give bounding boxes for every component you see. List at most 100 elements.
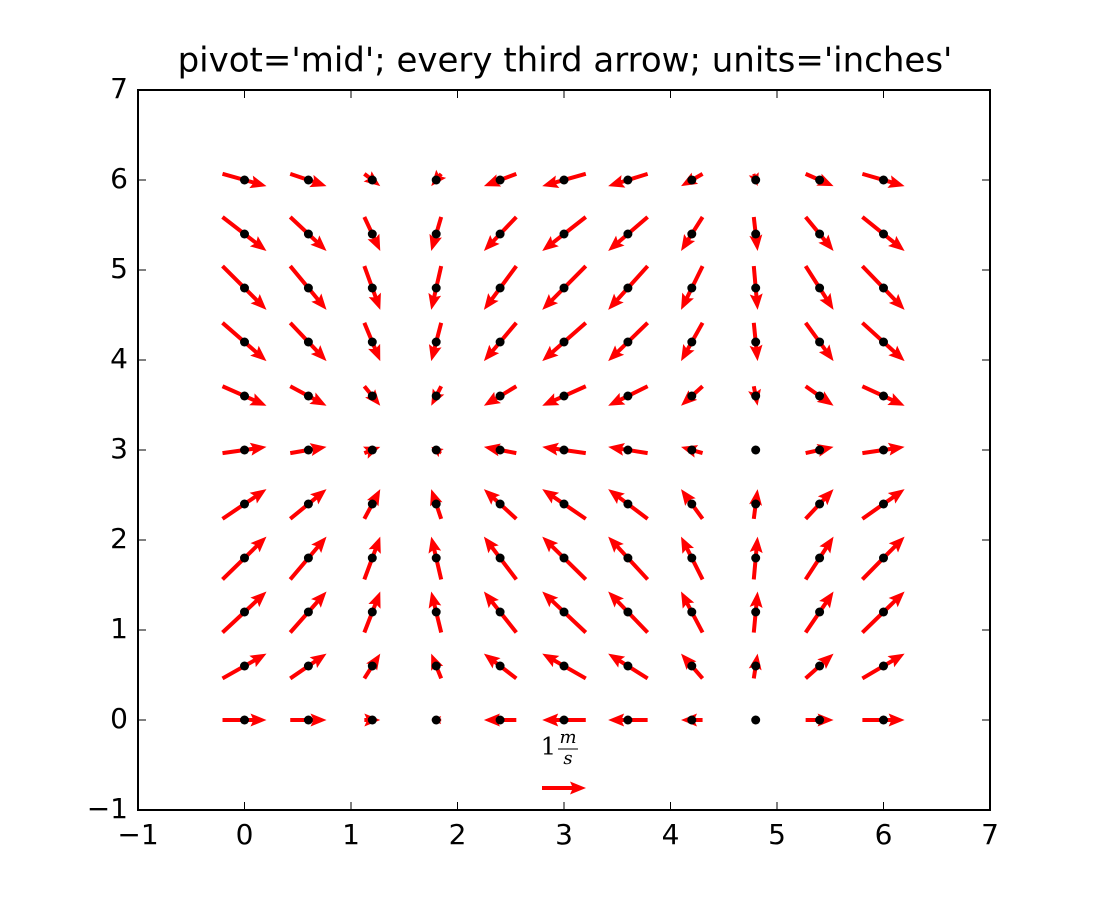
grid-point bbox=[815, 661, 825, 671]
grid-point bbox=[431, 553, 441, 563]
x-tick-label: 0 bbox=[236, 818, 254, 851]
grid-point bbox=[303, 391, 313, 401]
grid-point bbox=[431, 229, 441, 239]
grid-point bbox=[240, 445, 249, 455]
y-tick-label: 4 bbox=[110, 342, 128, 375]
grid-point bbox=[495, 337, 505, 347]
grid-point bbox=[367, 391, 377, 401]
grid-point bbox=[751, 283, 761, 293]
x-tick-label: 6 bbox=[875, 818, 893, 851]
grid-point bbox=[623, 337, 633, 347]
grid-point bbox=[303, 553, 313, 563]
grid-point bbox=[495, 229, 505, 239]
grid-point bbox=[559, 553, 569, 563]
grid-point bbox=[751, 499, 761, 509]
grid-point bbox=[815, 553, 825, 563]
grid-point bbox=[751, 661, 761, 671]
grid-point bbox=[240, 175, 249, 185]
grid-point bbox=[431, 499, 441, 509]
grid-point bbox=[559, 607, 569, 617]
grid-point bbox=[687, 445, 697, 455]
grid-point bbox=[240, 391, 249, 401]
grid-point bbox=[751, 337, 761, 347]
x-tick-label: 1 bbox=[342, 818, 360, 851]
grid-point bbox=[495, 715, 505, 725]
grid-point bbox=[240, 661, 249, 671]
grid-point bbox=[879, 445, 888, 455]
grid-point bbox=[367, 661, 377, 671]
y-tick-label: 7 bbox=[110, 72, 128, 105]
grid-point bbox=[687, 499, 697, 509]
grid-point bbox=[751, 229, 761, 239]
grid-point bbox=[559, 391, 569, 401]
grid-point bbox=[687, 391, 697, 401]
grid-point bbox=[751, 715, 761, 725]
grid-point bbox=[240, 337, 249, 347]
grid-point bbox=[367, 715, 377, 725]
grid-point bbox=[687, 175, 697, 185]
grid-point bbox=[303, 661, 313, 671]
grid-point bbox=[240, 229, 249, 239]
grid-point bbox=[879, 607, 888, 617]
grid-point bbox=[687, 337, 697, 347]
grid-point bbox=[623, 553, 633, 563]
grid-point bbox=[431, 715, 441, 725]
grid-point bbox=[240, 715, 249, 725]
grid-point bbox=[687, 607, 697, 617]
grid-point bbox=[879, 229, 888, 239]
grid-point bbox=[623, 715, 633, 725]
grid-point bbox=[815, 391, 825, 401]
grid-point bbox=[687, 229, 697, 239]
grid-point bbox=[815, 715, 825, 725]
grid-point bbox=[303, 607, 313, 617]
grid-point bbox=[367, 337, 377, 347]
grid-point bbox=[367, 607, 377, 617]
key-numerator: m bbox=[559, 727, 576, 748]
grid-point bbox=[559, 445, 569, 455]
grid-point bbox=[559, 337, 569, 347]
grid-point bbox=[623, 499, 633, 509]
grid-point bbox=[559, 283, 569, 293]
grid-point bbox=[687, 553, 697, 563]
plot-frame bbox=[137, 89, 991, 811]
grid-point bbox=[879, 283, 888, 293]
grid-point bbox=[495, 283, 505, 293]
grid-point bbox=[495, 661, 505, 671]
grid-point bbox=[751, 391, 761, 401]
grid-point bbox=[240, 283, 249, 293]
grid-point bbox=[751, 607, 761, 617]
grid-point bbox=[367, 229, 377, 239]
grid-point bbox=[303, 229, 313, 239]
x-tick-label: −1 bbox=[117, 818, 158, 851]
x-tick-label: 7 bbox=[981, 818, 999, 851]
grid-point bbox=[751, 445, 761, 455]
grid-point bbox=[623, 607, 633, 617]
y-tick-label: 5 bbox=[110, 252, 128, 285]
grid-point bbox=[879, 391, 888, 401]
grid-point bbox=[815, 337, 825, 347]
key-denominator: s bbox=[563, 748, 572, 769]
grid-point bbox=[751, 553, 761, 563]
grid-point bbox=[303, 337, 313, 347]
grid-point bbox=[687, 715, 697, 725]
grid-point bbox=[495, 175, 505, 185]
x-tick-label: 5 bbox=[768, 818, 786, 851]
grid-point bbox=[431, 337, 441, 347]
grid-point bbox=[495, 499, 505, 509]
grid-point bbox=[815, 175, 825, 185]
grid-point bbox=[751, 175, 761, 185]
grid-point bbox=[879, 175, 888, 185]
grid-point bbox=[879, 715, 888, 725]
grid-point bbox=[303, 175, 313, 185]
grid-point bbox=[879, 553, 888, 563]
grid-point bbox=[815, 229, 825, 239]
x-tick-label: 4 bbox=[662, 818, 680, 851]
grid-point bbox=[815, 499, 825, 509]
grid-point bbox=[431, 607, 441, 617]
grid-point bbox=[367, 175, 377, 185]
grid-point bbox=[367, 283, 377, 293]
grid-point bbox=[623, 175, 633, 185]
grid-point bbox=[303, 283, 313, 293]
key-value: 1 bbox=[541, 733, 556, 761]
grid-point bbox=[559, 229, 569, 239]
